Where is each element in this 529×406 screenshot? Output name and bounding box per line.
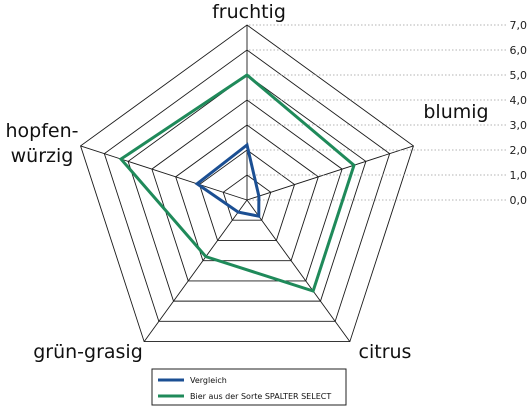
radar-grid — [80, 24, 414, 343]
tick-label-3: 3,0 — [510, 119, 528, 132]
tick-label-7: 7,0 — [510, 19, 528, 32]
grid-ring-2 — [198, 149, 296, 241]
axis-label-2: citrus — [359, 341, 412, 363]
grid-ring-7 — [80, 24, 414, 343]
legend-label-vergleich: Vergleich — [190, 376, 227, 385]
grid-spoke-3 — [143, 199, 248, 342]
legend-box — [151, 368, 347, 406]
grid-spoke-4 — [80, 145, 248, 201]
tick-label-4: 4,0 — [510, 94, 528, 107]
legend: Vergleich Bier aus der Sorte SPALTER SEL… — [151, 368, 347, 406]
series-layer — [118, 73, 356, 293]
grid-ring-6 — [103, 49, 391, 322]
axis-label-4-line-0: hopfen- — [5, 120, 78, 142]
tick-label-5: 5,0 — [510, 69, 528, 82]
tick-labels: 0,0 1,0 2,0 3,0 4,0 5,0 6,0 7,0 — [510, 19, 528, 207]
grid-ring-1 — [222, 174, 272, 221]
tick-label-1: 1,0 — [510, 169, 528, 182]
axis-labels: fruchtig blumig citrus grün-grasig hopfen-wü… — [5, 1, 488, 363]
axis-label-4-line-1: würzig — [11, 145, 74, 167]
axis-label-0: fruchtig — [212, 1, 286, 23]
series-0-line — [194, 142, 261, 219]
legend-label-spalter-select: Bier aus der Sorte SPALTER SELECT — [190, 392, 331, 401]
grid-spoke-1 — [246, 145, 414, 201]
series-1-line — [118, 73, 356, 293]
tick-label-6: 6,0 — [510, 44, 528, 57]
tick-label-2: 2,0 — [510, 144, 528, 157]
tick-guides — [249, 24, 508, 201]
grid-ring-4 — [151, 99, 343, 282]
grid-ring-5 — [127, 74, 367, 302]
grid-ring-3 — [175, 124, 319, 262]
tick-label-0: 0,0 — [510, 194, 528, 207]
grid-spoke-2 — [246, 199, 351, 342]
axis-label-3: grün-grasig — [33, 341, 143, 363]
axis-label-1: blumig — [423, 101, 488, 123]
